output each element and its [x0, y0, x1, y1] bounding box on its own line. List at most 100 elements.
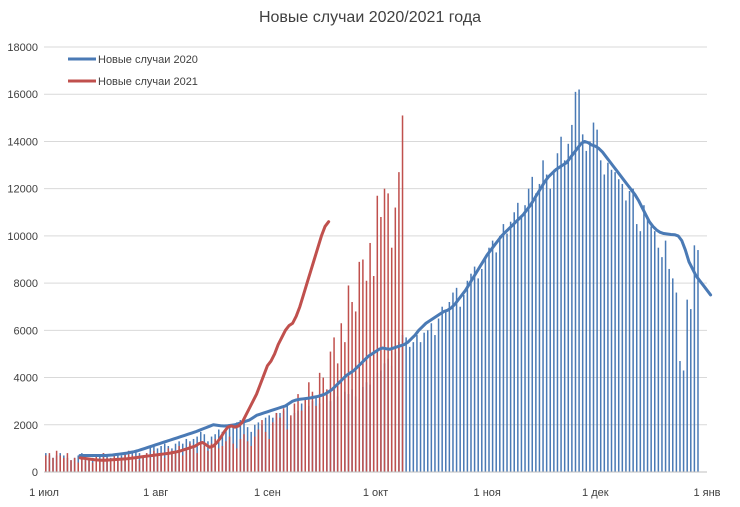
bar — [434, 335, 436, 472]
bar — [383, 188, 386, 472]
bar — [549, 188, 552, 472]
bar — [567, 143, 570, 473]
bar — [380, 217, 382, 472]
bar — [351, 302, 353, 472]
legend-label: Новые случаи 2020 — [98, 54, 198, 66]
bar — [232, 443, 234, 472]
bar — [556, 153, 559, 472]
bar — [160, 453, 162, 472]
bar — [581, 134, 584, 472]
bar — [174, 453, 177, 472]
bar — [142, 455, 144, 472]
bar — [419, 342, 422, 472]
bar — [401, 115, 404, 472]
bar — [664, 240, 667, 472]
bar — [531, 176, 533, 472]
bar — [73, 457, 76, 472]
legend: Новые случаи 2020 Новые случаи 2021 — [68, 54, 198, 88]
bar — [635, 224, 638, 472]
bar — [127, 450, 130, 472]
y-tick-label: 12000 — [7, 184, 38, 196]
bar — [246, 441, 249, 472]
bar — [610, 169, 613, 472]
bar — [675, 292, 678, 472]
bar — [113, 455, 116, 472]
x-tick-label: 1 июл — [29, 487, 59, 499]
x-tick-label: 1 окт — [363, 487, 388, 499]
bar — [131, 455, 134, 472]
bar — [524, 205, 526, 472]
bar — [192, 448, 195, 472]
bar — [441, 306, 443, 472]
bar — [340, 323, 343, 472]
x-tick-label: 1 дек — [582, 487, 609, 499]
bar — [686, 299, 688, 472]
bar — [268, 438, 270, 472]
gridlines — [44, 46, 707, 473]
bar — [448, 302, 451, 472]
x-tick-label: 1 янв — [693, 487, 720, 499]
bar — [542, 160, 544, 473]
bar — [218, 448, 220, 472]
bar — [470, 273, 472, 472]
bar — [304, 398, 306, 472]
bar — [45, 455, 47, 472]
bar — [560, 136, 562, 472]
bar — [91, 462, 94, 472]
series-line-0 — [78, 139, 713, 457]
bar — [199, 441, 202, 472]
bar — [66, 453, 69, 472]
bar — [250, 446, 252, 472]
bar — [506, 233, 508, 472]
bar — [376, 195, 379, 472]
bar — [70, 460, 72, 472]
y-tick-label: 0 — [32, 467, 38, 479]
bar — [426, 330, 429, 472]
bar — [236, 422, 238, 472]
bars-2020 — [45, 89, 699, 473]
bar — [682, 370, 685, 472]
bar — [463, 294, 465, 472]
bar — [254, 436, 256, 472]
bar — [697, 250, 699, 472]
bar — [437, 318, 440, 472]
bar — [282, 408, 285, 472]
bar — [48, 453, 51, 472]
bar — [408, 346, 411, 472]
bar — [459, 306, 461, 472]
bar — [672, 278, 674, 472]
bar — [171, 450, 173, 472]
bar — [535, 193, 537, 472]
bar — [502, 224, 505, 472]
bar — [99, 460, 101, 472]
y-tick-label: 4000 — [14, 373, 38, 385]
bar — [236, 448, 238, 472]
bar — [333, 337, 335, 472]
y-tick-label: 2000 — [14, 420, 38, 432]
y-tick-label: 10000 — [7, 231, 38, 243]
bar — [77, 462, 79, 472]
bar — [484, 257, 487, 472]
bar — [596, 129, 598, 472]
bar — [181, 455, 184, 472]
bar — [225, 441, 227, 472]
bar — [178, 446, 180, 472]
bar — [95, 455, 98, 472]
bar — [293, 403, 296, 472]
bar — [326, 389, 328, 472]
bar — [329, 351, 332, 472]
bar — [279, 417, 281, 472]
legend-label: Новые случаи 2021 — [98, 76, 198, 88]
x-tick-label: 1 сен — [254, 487, 281, 499]
y-tick-label: 6000 — [14, 325, 38, 337]
bar — [628, 191, 631, 472]
x-tick-label: 1 авг — [143, 487, 168, 499]
bar — [646, 217, 649, 472]
bar — [607, 162, 609, 472]
bar — [614, 172, 616, 472]
bar — [452, 292, 454, 472]
bar — [264, 431, 267, 472]
bar — [214, 438, 216, 472]
bar — [643, 205, 645, 472]
bar — [59, 455, 61, 472]
